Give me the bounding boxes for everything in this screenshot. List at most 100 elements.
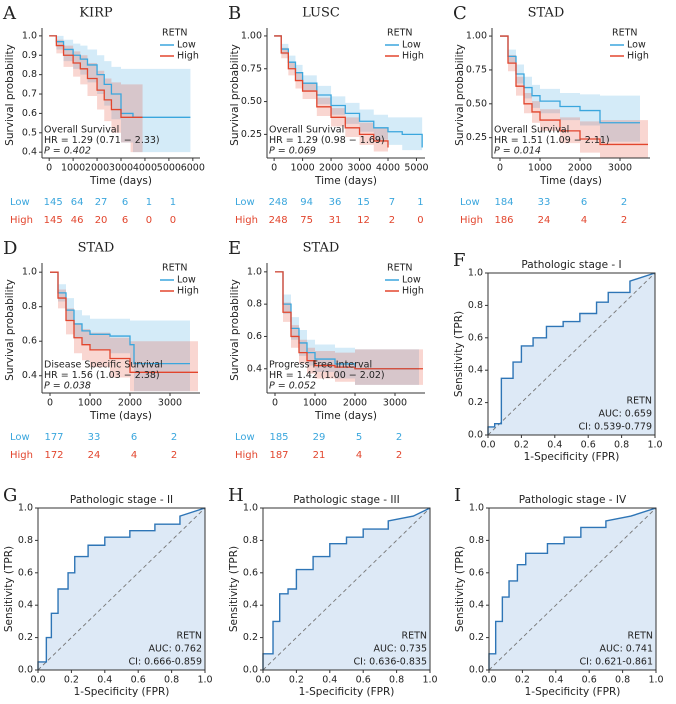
risk-count: 24 — [538, 215, 551, 226]
risk-count: 20 — [95, 215, 108, 226]
panel-letter: E — [228, 238, 241, 259]
x-tick-label: 2000 — [343, 398, 367, 409]
ci-band — [275, 271, 419, 385]
panel: I Pathologic stage - IV 0.0 0.2 0.4 0.6 0.8 1.0… — [454, 485, 664, 698]
y-tick-label: 0.8 — [468, 300, 483, 311]
ci-band — [50, 272, 190, 392]
x-tick-label: 2000 — [568, 163, 592, 174]
legend-label: Low — [402, 40, 421, 51]
survival-curve — [274, 35, 389, 148]
x-tick-label: 1000 — [290, 163, 314, 174]
risk-count: 33 — [538, 197, 551, 208]
ci-band — [500, 36, 648, 159]
x-tick-label: 2000 — [118, 398, 142, 409]
panel-letter: A — [2, 3, 17, 24]
chart-title: Pathologic stage - III — [293, 494, 399, 506]
risk-count: 1 — [146, 197, 152, 208]
x-tick-label: 3000 — [158, 398, 182, 409]
annotation: HR = 1.29 (0.98 − 1.69) — [269, 135, 385, 146]
risk-count: 7 — [389, 197, 395, 208]
y-tick-label: 0.9 — [22, 50, 37, 61]
y-axis-label: Survival probability — [4, 44, 16, 146]
y-tick-label: 0.6 — [469, 567, 484, 578]
x-tick-label: 4000 — [133, 163, 157, 174]
y-tick-label: 1.0 — [468, 268, 483, 279]
reference-diagonal — [488, 507, 657, 671]
risk-count: 145 — [44, 197, 63, 208]
x-axis-label: 1-Specificity (FPR) — [525, 686, 621, 698]
annotation: HR = 1.29 (0.71 − 2.33) — [44, 135, 160, 146]
legend-title: RETN — [162, 263, 188, 274]
y-tick-label: 0.6 — [243, 567, 258, 578]
ci-band — [500, 36, 640, 142]
risk-count: 2 — [171, 450, 177, 461]
y-tick-label: 0.6 — [247, 331, 262, 342]
y-tick-label: 0.25 — [241, 129, 262, 140]
x-axis-label: Time (days) — [89, 175, 152, 187]
survival-curve — [275, 271, 423, 370]
y-tick-label: 0.5 — [22, 127, 37, 138]
y-tick-label: 1.0 — [18, 503, 33, 514]
y-axis-label: Sensitivity (TPR) — [454, 546, 466, 632]
y-tick-label: 0.8 — [22, 301, 37, 312]
risk-label: High — [460, 215, 483, 226]
risk-label: Low — [235, 432, 255, 443]
x-axis-label: 1-Specificity (FPR) — [299, 686, 395, 698]
panel-letter: H — [228, 485, 244, 506]
reference-diagonal — [262, 507, 431, 671]
risk-count: 172 — [44, 450, 63, 461]
annotation: HR = 1.51 (1.09 − 2.11) — [494, 135, 610, 146]
risk-count: 6 — [581, 197, 587, 208]
ci-band — [50, 272, 198, 392]
survival-curve — [50, 271, 190, 365]
y-tick-label: 0.4 — [468, 365, 483, 376]
chart-title: KIRP — [79, 6, 113, 21]
reference-diagonal — [487, 272, 656, 436]
risk-count: 2 — [621, 215, 627, 226]
chart-title: LUSC — [302, 6, 340, 21]
x-tick-label: 0.0 — [481, 675, 496, 686]
chart-title: STAD — [528, 6, 565, 21]
x-tick-label: 0.8 — [615, 675, 630, 686]
reference-diagonal — [37, 507, 206, 671]
x-tick-label: 0 — [271, 163, 277, 174]
x-tick-label: 0 — [497, 163, 503, 174]
risk-count: 4 — [356, 450, 362, 461]
risk-label: High — [235, 215, 258, 226]
survival-curve — [500, 35, 640, 124]
panel-letter: I — [454, 485, 461, 506]
x-tick-label: 1000 — [78, 398, 102, 409]
x-tick-label: 0.2 — [289, 675, 304, 686]
y-tick-label: 1.0 — [243, 503, 258, 514]
x-tick-label: 0 — [46, 163, 52, 174]
x-tick-label: 0.0 — [30, 675, 45, 686]
panel: G Pathologic stage - II 0.0 0.2 0.4 0.6 0.8 1.0… — [3, 485, 213, 698]
risk-count: 6 — [131, 432, 137, 443]
y-tick-label: 0.6 — [22, 336, 37, 347]
risk-count: 6 — [122, 197, 128, 208]
y-tick-label: 1.0 — [247, 266, 262, 277]
risk-count: 184 — [494, 197, 513, 208]
y-tick-label: 0.50 — [466, 98, 487, 109]
annotation: Progress Free Interval — [269, 360, 372, 371]
legend-label: Low — [627, 40, 646, 51]
y-tick-label: 0.7 — [22, 89, 37, 100]
legend-title: RETN — [626, 396, 652, 407]
panel-letter: C — [453, 3, 467, 24]
x-axis-label: 1-Specificity (FPR) — [524, 451, 620, 463]
x-tick-label: 3000 — [109, 163, 133, 174]
auc-label: AUC: 0.659 — [598, 409, 652, 420]
x-tick-label: 2000 — [85, 163, 109, 174]
chart-title: Pathologic stage - IV — [519, 494, 627, 506]
x-tick-label: 0.4 — [548, 675, 563, 686]
plot-frame — [262, 507, 431, 671]
risk-count: 2 — [396, 450, 402, 461]
legend-label: Low — [177, 275, 196, 286]
x-tick-label: 0 — [47, 398, 53, 409]
y-tick-label: 0.4 — [243, 600, 258, 611]
y-axis-label: Survival probability — [229, 279, 241, 381]
chart-title: Pathologic stage - II — [70, 494, 173, 506]
y-tick-label: 0.75 — [466, 64, 487, 75]
panel: E STAD 0.4 0.6 0.8 1.0 0 1000 2000 3000 Time (days… — [228, 238, 425, 461]
x-tick-label: 4000 — [376, 163, 400, 174]
